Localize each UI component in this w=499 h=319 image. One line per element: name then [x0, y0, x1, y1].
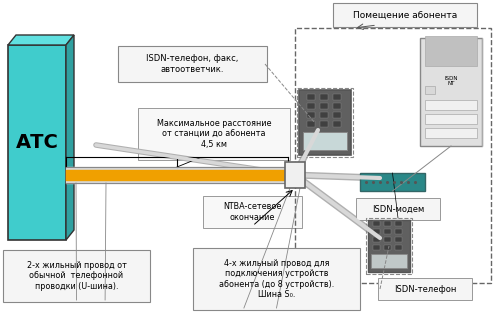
Bar — [425, 128, 477, 138]
FancyBboxPatch shape — [118, 46, 267, 82]
Bar — [320, 121, 328, 127]
Bar — [307, 103, 315, 109]
Polygon shape — [8, 35, 74, 45]
Bar — [303, 132, 347, 150]
Bar — [384, 237, 391, 242]
FancyBboxPatch shape — [333, 3, 477, 27]
Bar — [425, 36, 477, 66]
Bar — [320, 103, 328, 109]
Bar — [395, 221, 402, 226]
Bar — [368, 220, 410, 272]
Bar — [299, 90, 351, 155]
Text: ISDN-модем: ISDN-модем — [372, 204, 424, 213]
Bar — [395, 237, 402, 242]
Bar — [8, 45, 66, 240]
Text: ISDN-телефон, факс,
автоответчик.: ISDN-телефон, факс, автоответчик. — [146, 54, 239, 74]
Text: АТС: АТС — [15, 133, 58, 152]
Bar — [373, 245, 380, 250]
Bar — [371, 254, 407, 268]
Bar — [395, 245, 402, 250]
Bar — [307, 121, 315, 127]
Bar — [295, 28, 491, 283]
FancyBboxPatch shape — [193, 248, 360, 310]
Bar — [297, 88, 353, 157]
Bar — [360, 173, 425, 191]
Bar — [373, 237, 380, 242]
Bar — [420, 38, 482, 146]
Bar — [366, 218, 412, 274]
Bar — [307, 112, 315, 118]
Bar — [373, 229, 380, 234]
Bar — [285, 162, 305, 188]
Bar — [320, 94, 328, 100]
Text: NTBA-сетевое
окончание: NTBA-сетевое окончание — [224, 202, 282, 222]
Bar — [333, 103, 341, 109]
Bar — [425, 114, 477, 124]
FancyBboxPatch shape — [203, 196, 302, 228]
Bar — [320, 112, 328, 118]
Text: Максимальное расстояние
от станции до абонента
4,5 км: Максимальное расстояние от станции до аб… — [157, 119, 271, 149]
Bar — [425, 100, 477, 110]
Polygon shape — [66, 35, 74, 240]
Bar — [395, 229, 402, 234]
Bar — [373, 221, 380, 226]
Text: 2-х жильный провод от
обычной  телефонной
проводки (U-шина).: 2-х жильный провод от обычной телефонной… — [26, 261, 126, 291]
Bar — [333, 94, 341, 100]
Bar — [307, 94, 315, 100]
FancyBboxPatch shape — [378, 278, 472, 300]
Bar — [384, 221, 391, 226]
Bar — [384, 229, 391, 234]
FancyBboxPatch shape — [3, 250, 150, 302]
Bar — [333, 121, 341, 127]
Text: Помещение абонента: Помещение абонента — [353, 11, 457, 19]
Text: 4-х жильный провод для
подключения устройств
абонента (до 8 устройств).
Шина S₀.: 4-х жильный провод для подключения устро… — [219, 259, 334, 299]
Text: ISDN-телефон: ISDN-телефон — [394, 285, 456, 293]
Bar — [425, 86, 435, 94]
Bar — [333, 112, 341, 118]
Bar — [384, 245, 391, 250]
FancyBboxPatch shape — [138, 108, 290, 160]
FancyBboxPatch shape — [356, 198, 440, 220]
Text: ISDN
NT: ISDN NT — [444, 76, 458, 86]
